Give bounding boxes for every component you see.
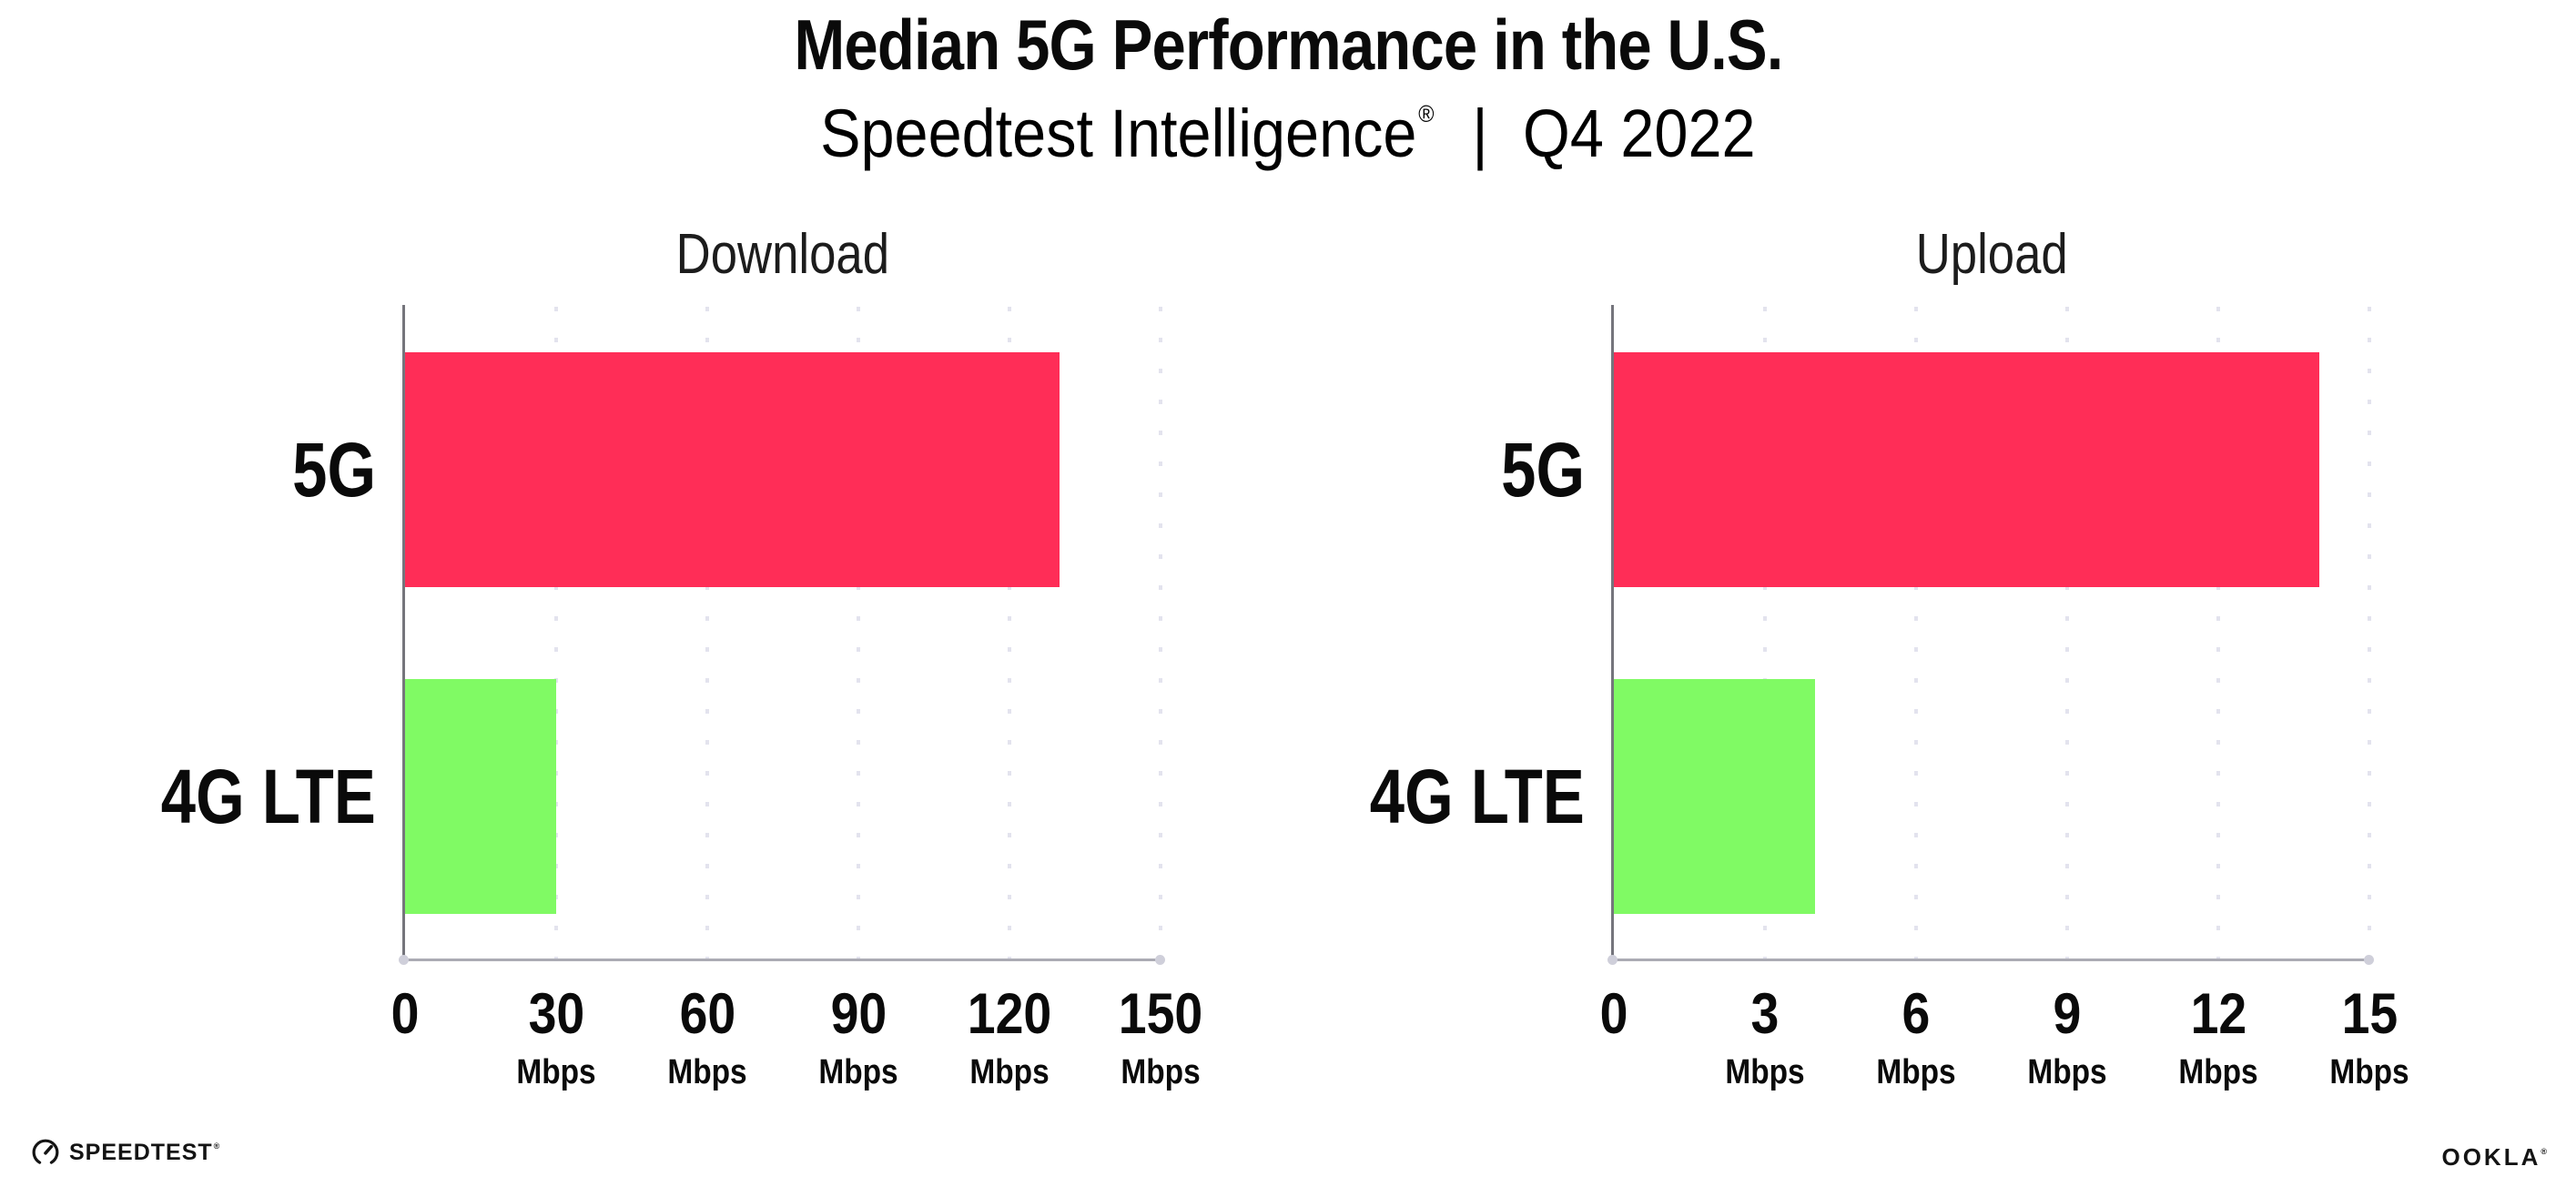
axis-endpoint (399, 955, 409, 965)
gridline-60 (705, 307, 709, 959)
gridline-120 (1008, 307, 1011, 959)
registered-mark: ® (2541, 1147, 2547, 1156)
axis-endpoint (2364, 955, 2374, 965)
x-tick-6: 6 Mbps (1876, 982, 1956, 1091)
x-tick-120: 120 Mbps (967, 982, 1052, 1091)
axis-endpoint (1607, 955, 1618, 965)
ookla-logo: OOKLA® (2441, 1143, 2547, 1171)
speedtest-gauge-icon (31, 1138, 60, 1167)
page-title: Median 5G Performance in the U.S. (793, 5, 1783, 85)
gridline-150 (1159, 307, 1162, 959)
x-tick-12: 12 Mbps (2178, 982, 2258, 1091)
x-tick-3: 3 Mbps (1725, 982, 1805, 1091)
x-tick-0: 0 (390, 982, 420, 1046)
category-label-4g-lte: 4G LTE (1369, 754, 1585, 839)
category-label-5g: 5G (1501, 427, 1585, 512)
gridline-30 (554, 307, 558, 959)
subtitle-brand: Speedtest Intelligence (820, 96, 1417, 171)
gridline-9 (2065, 307, 2069, 959)
speedtest-wordmark: SPEEDTEST® (69, 1139, 221, 1165)
x-tick-90: 90 Mbps (818, 982, 898, 1091)
upload-chart-panel: Upload 5G 4G LTE 0 3 Mbps 6 Mbps 9 (1370, 227, 2409, 1090)
bar-5g-download (405, 352, 1060, 587)
bar-4g-lte-download (405, 679, 556, 914)
download-chart-heading: Download (675, 223, 890, 286)
gridline-15 (2368, 307, 2371, 959)
x-tick-60: 60 Mbps (667, 982, 747, 1091)
category-label-5g: 5G (292, 427, 376, 512)
speedtest-logo: SPEEDTEST® (31, 1138, 220, 1167)
registered-mark: ® (1418, 100, 1435, 127)
registered-mark: ® (213, 1141, 221, 1151)
x-tick-30: 30 Mbps (516, 982, 596, 1091)
page-subtitle: Speedtest Intelligence® | Q4 2022 (0, 95, 2576, 172)
axis-endpoint (1155, 955, 1165, 965)
bar-5g-upload (1614, 352, 2319, 587)
upload-chart-heading: Upload (1915, 223, 2068, 286)
gridline-3 (1763, 307, 1767, 959)
category-label-4g-lte: 4G LTE (160, 754, 376, 839)
gridline-90 (857, 307, 860, 959)
download-chart-panel: Download 5G 4G LTE 0 30 Mbps 60 Mbps (161, 227, 1202, 1090)
subtitle-period: Q4 2022 (1523, 96, 1756, 171)
gridline-12 (2216, 307, 2220, 959)
x-tick-9: 9 Mbps (2027, 982, 2107, 1091)
subtitle-divider: | (1472, 96, 1488, 171)
x-tick-0: 0 (1599, 982, 1628, 1046)
x-tick-150: 150 Mbps (1118, 982, 1203, 1091)
x-tick-15: 15 Mbps (2329, 982, 2409, 1091)
bar-4g-lte-upload (1614, 679, 1816, 914)
gridline-6 (1914, 307, 1918, 959)
